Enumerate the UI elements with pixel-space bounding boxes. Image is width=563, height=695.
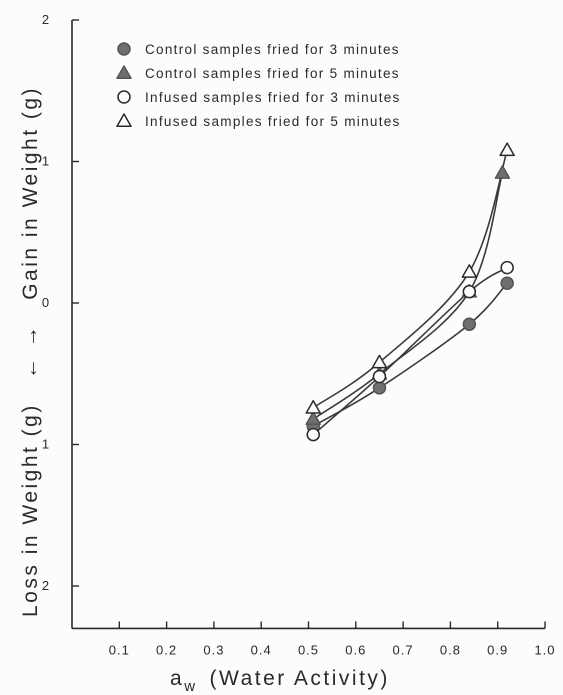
x-tick-label: 0.3 [203,642,224,657]
series-line-2 [312,172,504,420]
series-line-1 [312,282,508,427]
legend-marker [116,65,132,79]
x-axis-title: aw (Water Activity) [170,667,390,695]
x-tick-label: 1.0 [534,642,555,657]
x-tick-label: 0.4 [251,642,272,657]
y-axis-title: Loss in Weight (g)← →Gain in Weight (g) [19,86,42,617]
x-tick-label: 0.8 [440,642,461,657]
data-point [305,411,321,426]
data-point [372,381,387,395]
data-point [372,369,387,384]
x-tick-label: 0.2 [156,642,177,657]
data-point [462,317,477,331]
data-point [371,354,388,369]
legend-marker [116,113,132,127]
data-point [462,284,477,299]
legend-marker [117,90,131,104]
data-point [306,427,320,442]
data-point [500,276,514,290]
y-tick-label: 1 [42,154,50,169]
x-tick-label: 0.5 [298,642,319,657]
x-tick-label: 0.9 [487,642,508,657]
markers [305,142,515,442]
titles: aw (Water Activity) Loss in Weight (g)← →G… [19,86,390,695]
y-tick-label: 2 [42,578,50,593]
legend: Control samples fried for 3 minutes Contr… [116,42,401,129]
series-line-3 [312,266,508,436]
data-point [461,264,478,278]
data-point [500,260,514,275]
legend-marker [117,42,131,56]
x-tick-label: 0.7 [393,642,414,657]
series-line-4 [312,149,508,409]
data-point [305,399,321,414]
curves [312,149,508,436]
data-point [494,165,511,179]
y-tick-label: 2 [42,12,50,27]
axes: 2 1 0 1 2 0.1 0.2 0.3 0.4 0.5 0.6 0.7 0.8 0.9 1.0 [42,12,555,657]
legend-entry: Infused samples fried for 5 minutes [145,114,401,129]
x-tick-label: 0.1 [109,642,130,657]
legend-entry: Control samples fried for 5 minutes [145,66,400,81]
y-tick-label: 0 [42,295,50,310]
x-tick-label: 0.6 [345,642,366,657]
y-tick-label: 1 [42,437,50,452]
data-point [499,142,515,157]
legend-entry: Control samples fried for 3 minutes [145,42,400,57]
legend-entry: Infused samples fried for 3 minutes [145,90,401,105]
